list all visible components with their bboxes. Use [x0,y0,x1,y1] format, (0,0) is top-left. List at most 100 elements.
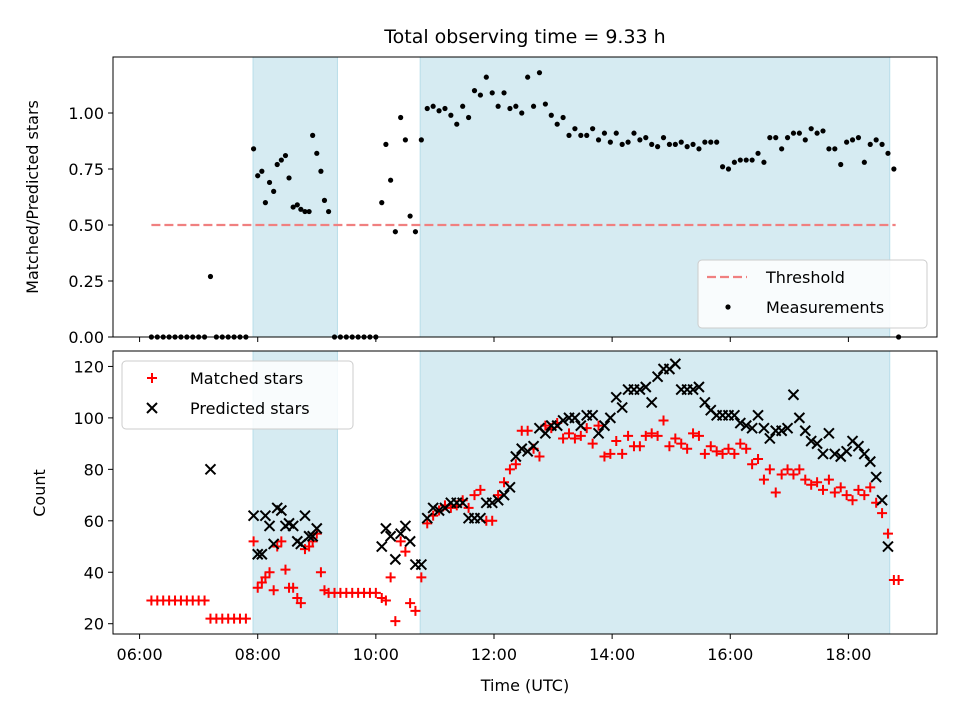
measurements-point [483,74,489,80]
measurements-point [306,208,312,215]
matched-stars-point [688,428,699,439]
ratio-y-axis-label: Matched/Predicted stars [23,100,42,294]
measurements-point [601,130,608,136]
matched-stars-point [865,482,876,493]
measurements-point [867,141,873,147]
predicted-stars-point [840,445,853,458]
matched-stars-point [747,459,758,470]
matched-stars-point [499,477,510,488]
predicted-stars-point [510,450,522,463]
predicted-stars-point [616,401,628,414]
matched-stars-point [877,508,888,519]
ratio-legend: Threshold Measurements [697,259,928,329]
x-tick-label: 06:00 [117,645,163,664]
ratio-y-tick-label: 0.00 [68,328,104,347]
matched-stars-point [664,441,675,452]
measurements-point [578,132,584,138]
matched-stars-point [522,425,533,436]
predicted-stars-point [829,448,841,460]
matched-stars-point [788,469,799,480]
predicted-stars-point [204,463,217,476]
predicted-stars-point [687,383,699,396]
matched-stars-point [735,438,746,449]
measurements-point [714,139,720,145]
predicted-stars-point [805,435,817,447]
predicted-stars-point [498,489,510,501]
matched-stars-point [510,459,521,470]
measurements-point [595,137,602,143]
matched-stars-point [705,441,716,452]
predicted-stars-point [263,520,276,532]
predicted-stars-point [645,396,658,409]
predicted-stars-point [640,381,652,393]
matched-stars-point [593,420,604,431]
matched-stars-point [617,448,628,459]
ratio-axes: 0.00 0.25 0.50 0.75 1.00 [68,56,938,347]
measurements-point [885,150,891,156]
measurements-point [719,164,726,170]
predicted-stars-point [516,443,528,455]
predicted-stars-point [740,419,752,432]
predicted-stars-point [259,509,272,522]
measurements-point [286,175,292,181]
predicted-stars-point [728,409,741,422]
measurements-point [590,126,596,132]
measurements-point [424,105,430,112]
matched-stars-point [288,582,299,593]
matched-stars-point [469,490,480,501]
predicted-stars-point [870,471,882,483]
matched-stars-point [575,430,586,441]
measurements-point [566,132,572,138]
measurements-point [838,161,844,168]
measurements-point [282,152,289,159]
matched-stars-point [640,430,651,441]
measurements-point [660,135,667,141]
matched-stars-point [847,495,858,506]
measurements-point [501,90,507,96]
count-y-tick-label: 100 [73,409,104,428]
matched-stars-point [256,577,267,588]
measurements-point [649,141,655,147]
measurements-point [318,168,324,174]
predicted-stars-point [799,425,811,437]
measurements-point [302,208,308,215]
measurements-point [761,159,767,165]
matched-stars-point [676,438,687,449]
measurements-point [436,108,442,114]
measurements-point [536,70,543,76]
matched-stars-point [252,582,263,593]
matched-stars-point [416,572,427,583]
ratio-axes-frame [112,56,938,338]
matched-stars-point [693,430,704,441]
matched-stars-point [646,428,657,439]
measurements-point [548,112,554,118]
measurements-point [643,135,649,141]
predicted-stars-point [858,448,871,460]
matched-stars-point [558,433,569,444]
predicted-stars-point [415,558,428,571]
measurements-point [530,103,537,109]
predicted-stars-point [817,448,829,460]
x-tick-label: 14:00 [589,645,635,664]
matched-stars-point [422,518,433,529]
measurements-point [672,141,678,147]
predicted-stars-point [394,527,407,540]
predicted-stars-point [380,522,392,535]
matched-stars-point [268,585,279,596]
matched-stars-point [315,567,326,578]
matched-stars-point [605,448,616,459]
measurements-point [631,130,637,136]
matched-stars-point [370,587,381,598]
measurements-point [554,121,560,127]
measurements-point [290,204,296,210]
measurements-point [262,200,268,206]
measurements-point [314,150,320,156]
predicted-stars-point [604,412,617,424]
matched-stars-point [835,482,846,493]
predicted-stars-point [781,422,794,434]
matched-stars-point [782,464,793,475]
measurements-point [607,139,613,145]
matched-stars-point [634,441,645,452]
predicted-stars-point [693,381,705,393]
predicted-stars-point [592,427,605,440]
